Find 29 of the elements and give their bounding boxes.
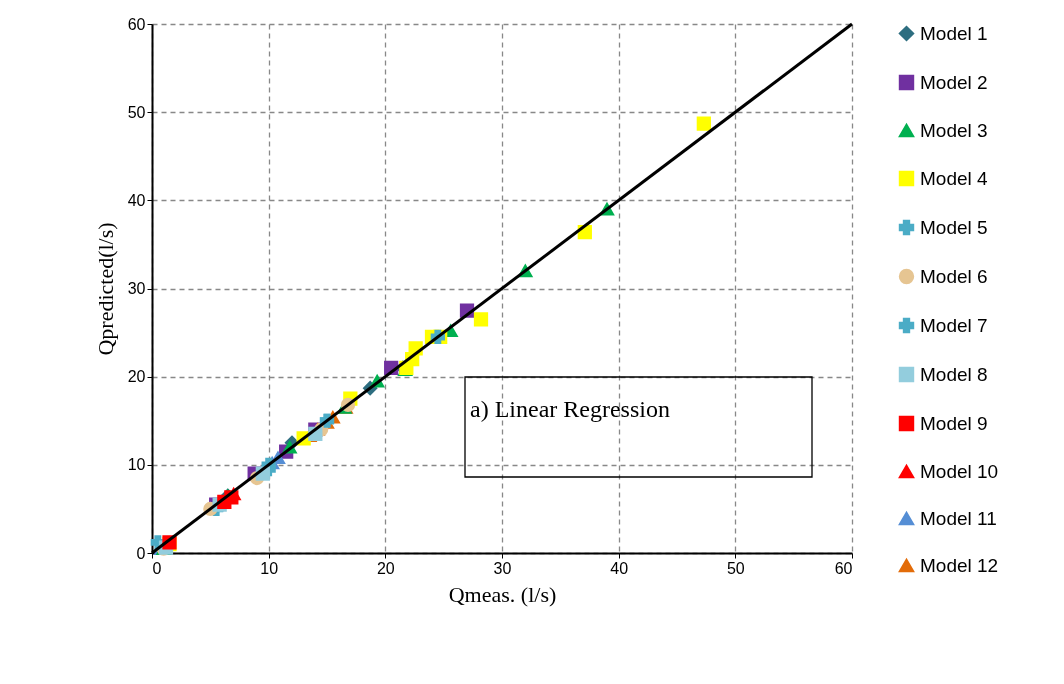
legend-label: Model 1 [920,22,988,44]
legend-label: Model 8 [920,363,988,385]
legend-label: Model 12 [920,554,999,576]
annotation: a) Linear Regression [470,396,670,422]
legend-label: Model 2 [920,71,988,93]
legend-label: Model 11 [920,507,997,529]
legend-label: Model 7 [920,314,988,336]
legend-label: Model 4 [920,167,989,189]
x-axis-title: Qmeas. (l/s) [448,581,557,607]
y-tick-label: 20 [127,368,146,386]
y-tick-label: 40 [127,191,146,209]
legend-label: Model 10 [920,460,999,482]
y-tick-label: 60 [127,15,146,33]
y-tick-label: 0 [136,544,146,562]
legend-label: Model 3 [920,119,988,141]
x-tick-label: 10 [260,559,279,577]
x-tick-label: 40 [610,559,629,577]
x-tick-label: 0 [152,559,162,577]
legend-label: Model 5 [920,216,988,238]
x-tick-label: 60 [834,559,853,577]
y-tick-label: 50 [127,103,146,121]
legend-label: Model 9 [920,412,988,434]
y-tick-label: 10 [127,456,146,474]
x-tick-label: 30 [493,559,512,577]
legend-label: Model 6 [920,265,988,287]
y-axis-title: Qpredicted(l/s) [92,222,118,356]
y-tick-label: 30 [127,280,146,297]
x-tick-label: 20 [376,559,395,577]
x-tick-label: 50 [726,559,745,577]
